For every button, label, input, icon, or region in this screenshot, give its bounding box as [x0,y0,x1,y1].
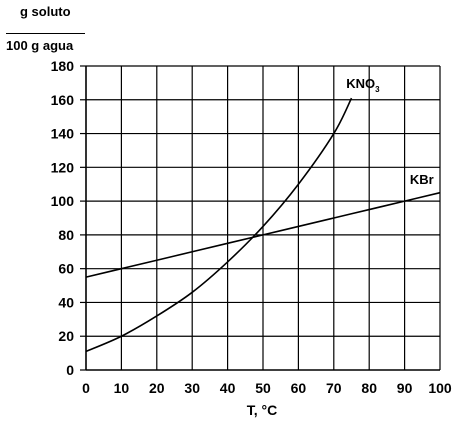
axis-ticks: 0 10 20 30 40 50 60 70 80 90 100 0 20 40 60 80 100 120 140… [51,58,452,396]
x-tick-label: 20 [149,380,165,396]
y-tick-label: 100 [51,193,75,209]
y-tick-label: 60 [58,261,74,277]
y-tick-label: 160 [51,92,75,108]
x-tick-label: 60 [291,380,307,396]
y-axis-label-fraction-bar [6,33,85,34]
x-tick-label: 70 [326,380,342,396]
y-axis-label-numerator: g soluto [20,4,71,19]
y-tick-label: 140 [51,126,75,142]
x-tick-label: 80 [361,380,377,396]
x-tick-label: 90 [397,380,413,396]
series-labels: KNO3 KBr [346,76,434,187]
series-line-kbr [85,191,441,278]
x-tick-label: 50 [255,380,271,396]
series-label-kbr: KBr [410,172,434,187]
x-tick-label: 30 [184,380,200,396]
series-label-subscript: 3 [375,85,380,94]
series-label-kno3: KNO3 [346,76,380,94]
x-tick-label: 0 [82,380,90,396]
x-axis-label: T, °C [247,402,278,418]
x-tick-label: 100 [428,380,452,396]
x-tick-label: 40 [220,380,236,396]
y-tick-label: 120 [51,159,75,175]
y-axis-label-denominator: 100 g agua [6,38,74,53]
series-line-kno [85,97,353,353]
y-tick-label: 180 [51,58,75,74]
y-tick-label: 0 [66,362,74,378]
x-tick-label: 10 [114,380,130,396]
series-lines [85,97,441,353]
grid [85,65,441,371]
y-tick-label: 40 [58,294,74,310]
y-tick-label: 20 [58,328,74,344]
y-tick-label: 80 [58,227,74,243]
